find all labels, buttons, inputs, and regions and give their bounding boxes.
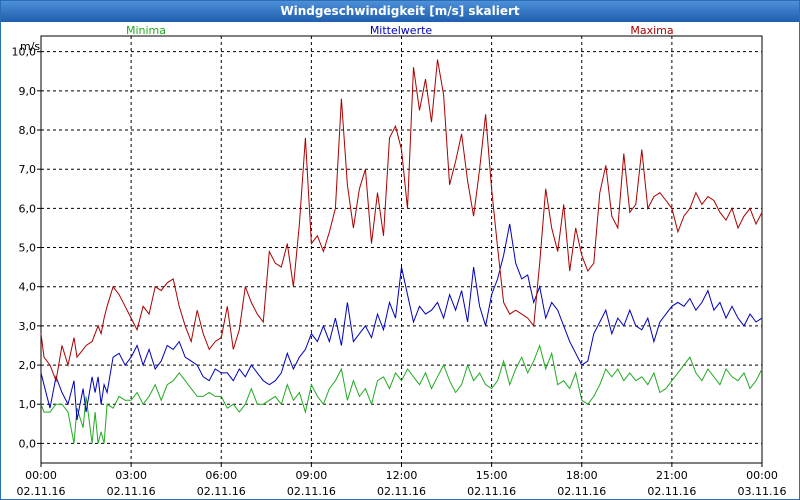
series-line-mittelwerte: [40, 223, 763, 420]
legend-maxima: Maxima: [630, 24, 673, 37]
y-tick-label: 6,0: [19, 202, 37, 215]
x-tick-date: 02.11.16: [557, 485, 606, 498]
y-ticks: 0,0 1,0 2,0 3,0 4,0 5,0 6,0 7,0 8,0 9,0 10,0: [12, 46, 41, 450]
y-tick-label: 0,0: [19, 437, 37, 450]
y-tick-label: 2,0: [19, 359, 37, 372]
x-tick-date: 02.11.16: [467, 485, 516, 498]
y-axis-label: m/s: [20, 40, 40, 53]
x-tick-date: 02.11.16: [17, 485, 66, 498]
window-title: Windgeschwindigkeit [m/s] skaliert: [1, 1, 799, 22]
x-tick-date: 02.11.16: [377, 485, 426, 498]
y-tick-label: 8,0: [19, 124, 37, 137]
y-tick-label: 4,0: [19, 281, 37, 294]
x-ticks: 00:00 02.11.16 03:00 02.11.16 06:00 02.11.16 0…: [17, 463, 787, 498]
x-tick-time: 03:00: [115, 469, 147, 482]
x-tick-time: 18:00: [566, 469, 598, 482]
grid: [41, 36, 762, 463]
legend: Minima Mittelwerte Maxima: [126, 24, 674, 37]
x-tick-date: 02.11.16: [287, 485, 336, 498]
y-tick-label: 1,0: [19, 398, 37, 411]
x-tick-date: 03.11.16: [738, 485, 787, 498]
y-tick-label: 3,0: [19, 320, 37, 333]
x-tick-time: 06:00: [205, 469, 237, 482]
x-tick-date: 02.11.16: [197, 485, 246, 498]
legend-mittelwerte: Mittelwerte: [370, 24, 433, 37]
y-tick-label: 7,0: [19, 163, 37, 176]
series-line-minima: [40, 343, 763, 444]
series-lines: [40, 59, 763, 444]
y-tick-label: 10,0: [12, 46, 37, 59]
y-tick-label: 5,0: [19, 242, 37, 255]
x-tick-time: 21:00: [656, 469, 688, 482]
legend-minima: Minima: [126, 24, 166, 37]
x-tick-time: 09:00: [296, 469, 328, 482]
x-tick-time: 15:00: [476, 469, 508, 482]
series-line-maxima: [40, 59, 763, 383]
x-tick-time: 00:00: [746, 469, 778, 482]
y-tick-label: 9,0: [19, 85, 37, 98]
x-tick-date: 02.11.16: [647, 485, 696, 498]
x-tick-time: 00:00: [25, 469, 57, 482]
x-tick-time: 12:00: [386, 469, 418, 482]
x-tick-date: 02.11.16: [107, 485, 156, 498]
